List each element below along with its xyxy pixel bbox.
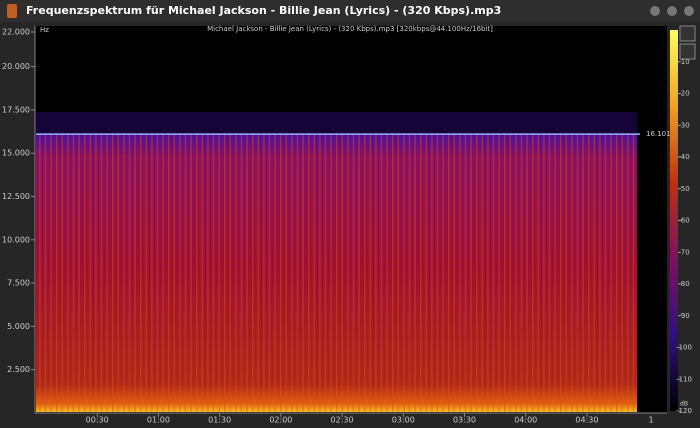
colorbar-tick-label: -10 <box>678 58 689 66</box>
colorbar-tick-label: -30 <box>678 121 689 129</box>
x-tick-label: 00:30 <box>86 416 109 425</box>
x-tick-label: 01:00 <box>147 416 170 425</box>
spectrogram-fringe <box>36 112 637 134</box>
spectrogram-texture <box>36 134 637 412</box>
x-end-label: 1 <box>648 416 653 425</box>
x-tick-label: 03:30 <box>453 416 476 425</box>
maximize-button[interactable] <box>667 6 677 16</box>
colorbar-tick-label: -90 <box>678 312 689 320</box>
x-tick-label: 04:30 <box>575 416 598 425</box>
plot-title: Michael Jackson - Billie Jean (Lyrics) -… <box>207 25 493 33</box>
settings-button[interactable] <box>679 43 696 60</box>
colorbar-tick-label: -80 <box>678 280 689 288</box>
colorbar-tick-label: -50 <box>678 185 689 193</box>
title-bar <box>0 0 700 22</box>
colorbar-tick-label: -110 <box>676 375 692 383</box>
y-tick-label: 2.500 <box>7 365 30 374</box>
colorbar-tick-label: -120 <box>676 407 692 415</box>
y-tick-label: 5.000 <box>7 322 30 331</box>
colorbar-tick-label: -70 <box>678 248 689 256</box>
y-tick-label: 7.500 <box>7 279 30 288</box>
app-icon <box>7 4 17 18</box>
y-tick-label: 17.500 <box>2 105 30 114</box>
x-tick-label: 03:00 <box>392 416 415 425</box>
y-tick-label: 20.000 <box>2 62 30 71</box>
colorbar-tick-label: -40 <box>678 153 689 161</box>
export-button[interactable] <box>679 25 696 42</box>
window-title: Frequenzspektrum für Michael Jackson - B… <box>26 4 501 17</box>
minimize-button[interactable] <box>650 6 660 16</box>
y-tick-label: 10.000 <box>2 235 30 244</box>
x-tick-label: 04:00 <box>514 416 537 425</box>
colorbar-tick-label: -100 <box>676 344 692 352</box>
x-tick-label: 01:30 <box>208 416 231 425</box>
y-tick-label: 12.500 <box>2 192 30 201</box>
colorbar <box>670 30 678 411</box>
y-axis-label: Hz <box>40 26 49 34</box>
close-button[interactable] <box>684 6 694 16</box>
y-tick-label: 22.000 <box>2 28 30 37</box>
cutoff-label: 16.101 <box>646 130 671 138</box>
colorbar-unit: dB <box>680 401 688 408</box>
y-tick-label: 15.000 <box>2 149 30 158</box>
x-tick-label: 02:30 <box>331 416 354 425</box>
x-tick-label: 02:00 <box>269 416 292 425</box>
colorbar-tick-label: -20 <box>678 90 689 98</box>
colorbar-tick-label: -60 <box>678 217 689 225</box>
